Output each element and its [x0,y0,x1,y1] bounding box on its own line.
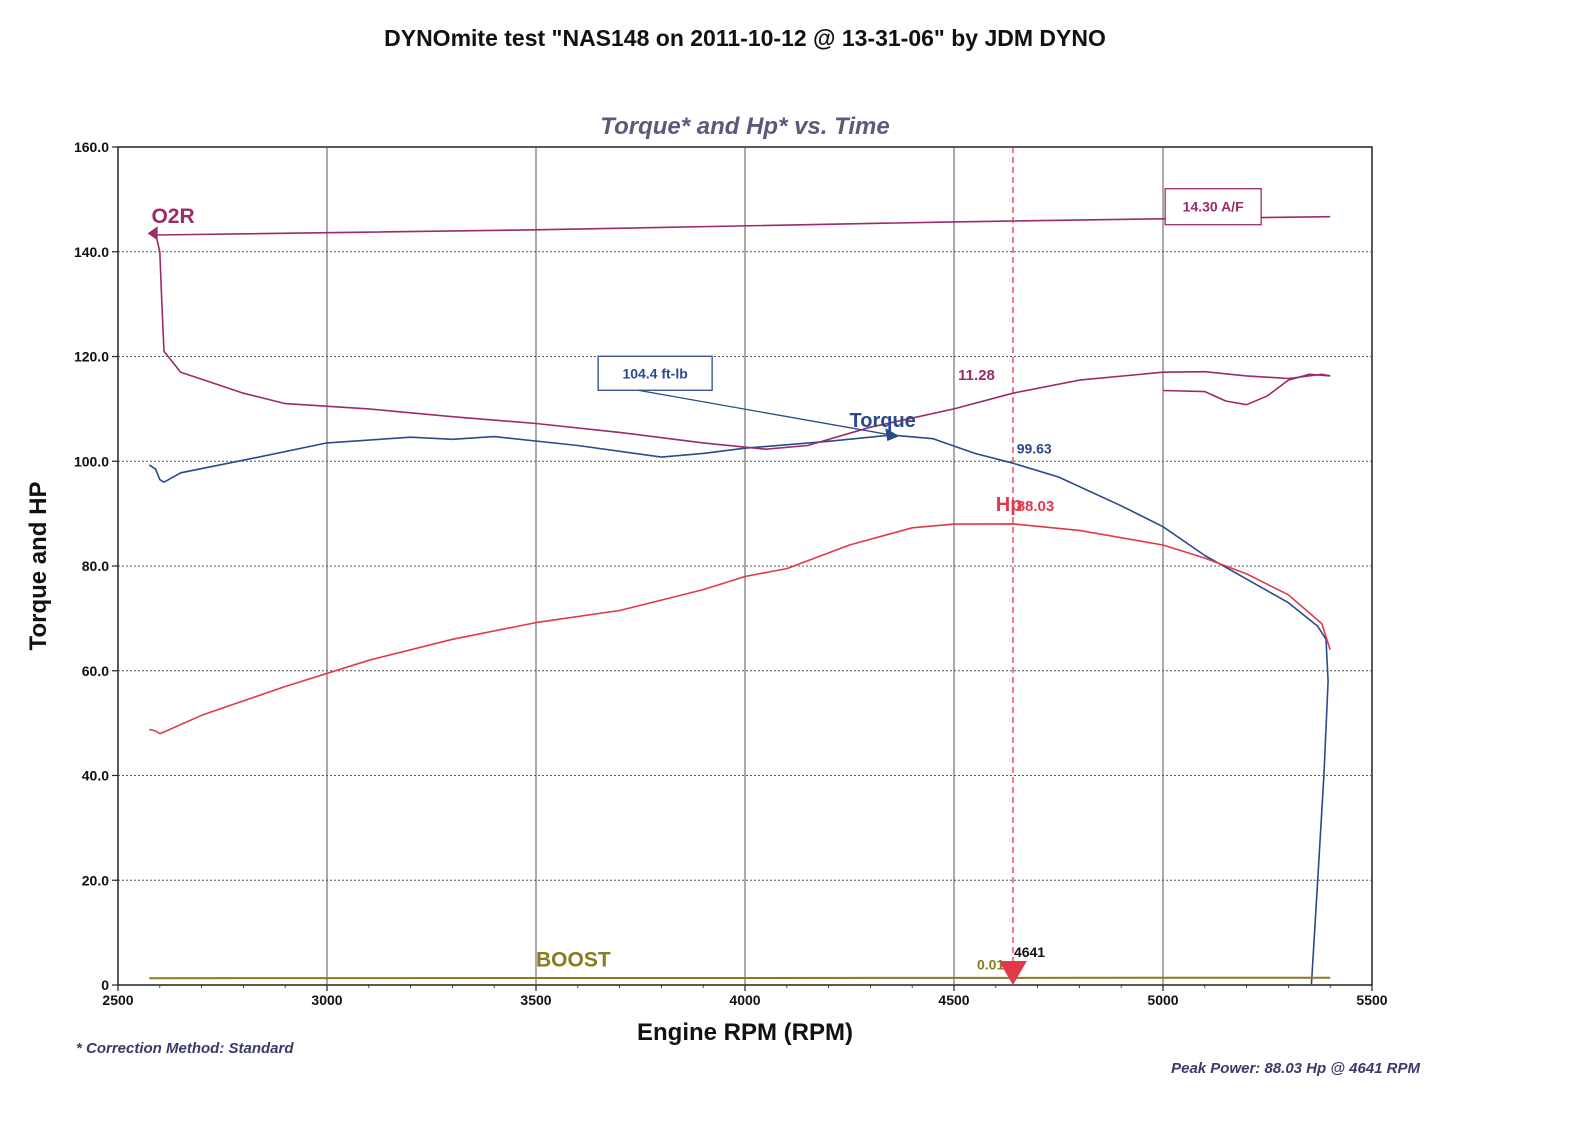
torque-series-label: Torque [850,410,916,432]
boost-series-label: BOOST [536,949,611,972]
x-tick-label: 2500 [102,992,133,1008]
grid [118,147,1372,985]
x-tick-label: 4000 [729,992,760,1008]
boost-value-label: 0.01 [977,956,1004,972]
peak-power-note: Peak Power: 88.03 Hp @ 4641 RPM [1171,1060,1420,1077]
hp-series-label: Hp [996,494,1023,516]
x-tick-label: 4500 [938,992,969,1008]
x-tick-label: 3000 [311,992,342,1008]
footnote: * Correction Method: Standard [76,1040,294,1057]
x-tick-label: 5500 [1356,992,1387,1008]
y-tick-label: 60.0 [82,663,109,679]
series-line-hp [149,523,1331,735]
o2r-start-marker [147,226,158,241]
peak-torque-arrowhead [885,428,900,442]
peak-torque-box [597,355,713,391]
series-line-o2r-return-trace [1162,373,1331,406]
y-tick-label: 20.0 [82,872,109,888]
series-line-o2r [154,233,1331,450]
annotations: 4641 O2R Torque Hp BOOST 99.63 88.03 11.28 0.01 1… [147,188,1262,972]
y-tick-label: 80.0 [82,558,109,574]
y-tick-label: 140.0 [74,244,109,260]
x-tick-label: 3500 [520,992,551,1008]
y-tick-label: 0 [101,977,109,993]
af-box-text: 14.30 A/F [1183,199,1244,215]
o2r-series-label: O2R [151,205,194,228]
y-tick-label: 120.0 [74,349,109,365]
y-tick-label: 160.0 [74,139,109,155]
axis-ticks: 2500 3000 3500 4000 4500 5000 5500 0 20.0 40.0 60.… [74,139,1388,1008]
peak-torque-text: 104.4 ft-lb [622,365,687,381]
torque-value-label: 99.63 [1017,440,1052,456]
y-tick-label: 100.0 [74,453,109,469]
peak-torque-leader [638,389,892,436]
cursor-marker [998,961,1027,985]
chart-subtitle: Torque* and Hp* vs. Time [600,113,889,140]
series-line-boost [149,976,1331,980]
x-tick-label: 5000 [1147,992,1178,1008]
y-axis-label: Torque and HP [25,482,52,651]
y-tick-label: 40.0 [82,768,109,784]
cursor-rpm-label: 4641 [1014,944,1045,960]
x-axis-label: Engine RPM (RPM) [637,1019,853,1046]
hp-value-label: 88.03 [1017,498,1055,515]
chart-title: DYNOmite test "NAS148 on 2011-10-12 @ 13… [384,25,1106,51]
o2r-value-label: 11.28 [958,367,995,384]
af-box [1164,188,1262,226]
